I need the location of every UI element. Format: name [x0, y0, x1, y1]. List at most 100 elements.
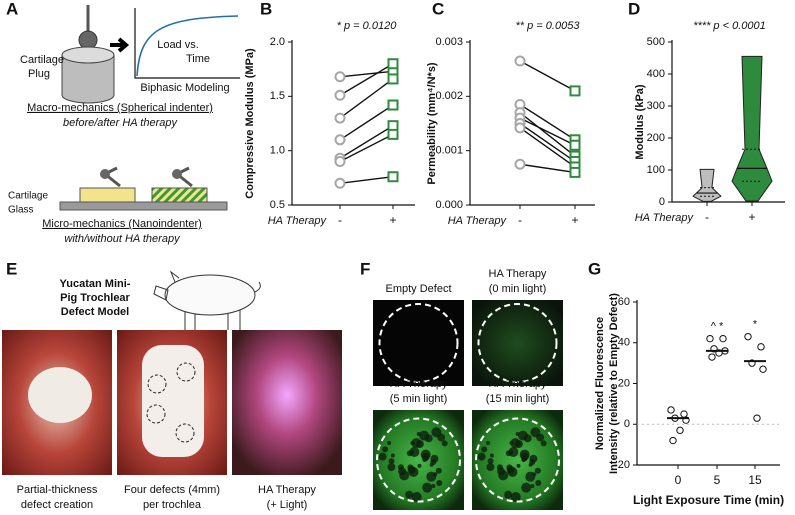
- data-point: [744, 332, 752, 341]
- pair-line: [339, 63, 394, 96]
- y-tick-label: 0.002: [435, 90, 463, 102]
- defect-outline: [376, 417, 461, 503]
- pair-line: [519, 103, 576, 141]
- speckle: [431, 484, 436, 489]
- y-tick-label: 0.001: [435, 145, 463, 157]
- x-tick-label: +: [571, 213, 578, 227]
- panel-label: D: [628, 0, 640, 18]
- data-point: [719, 334, 727, 343]
- model-title: Defect Model: [61, 306, 129, 318]
- model-title: Yucatan Mini-: [60, 278, 131, 290]
- x-tick-label: 15: [748, 473, 762, 487]
- speckle: [489, 453, 494, 458]
- pair-line: [339, 78, 394, 119]
- pig-drawing: [153, 270, 261, 330]
- speckle: [486, 440, 491, 445]
- speckle: [399, 470, 410, 481]
- panel-label: B: [260, 0, 272, 18]
- fluorescence-image: [472, 300, 563, 386]
- data-point: [676, 426, 684, 435]
- speckle: [378, 452, 387, 461]
- significance: *: [753, 319, 758, 331]
- defect-marks: [146, 362, 196, 443]
- panel-f: F Empty Defect HA Therapy (0 min light) HA …: [360, 259, 563, 510]
- nanoindenter-tip: [100, 169, 110, 179]
- panel-label: F: [360, 259, 370, 278]
- y-tick-label: 200: [647, 132, 665, 144]
- speckle: [535, 479, 542, 486]
- plug: [61, 55, 115, 104]
- caption: per trochlea: [143, 499, 202, 511]
- data-point: [667, 406, 675, 414]
- x-tick-label: -: [705, 210, 709, 224]
- speckle: [487, 458, 494, 465]
- speckle: [387, 463, 396, 472]
- plug-label: Plug: [28, 68, 50, 80]
- caption: (+ Light): [267, 499, 308, 511]
- panel-label: G: [588, 259, 601, 278]
- sample-label: Glass: [8, 205, 34, 216]
- y-axis-label: Normalized Fluorescence: [594, 317, 606, 450]
- speckle: [420, 449, 431, 460]
- after-point: [387, 171, 399, 183]
- violin: [692, 168, 722, 202]
- significance: ^ *: [711, 321, 724, 333]
- before-point: [514, 122, 526, 134]
- speckle: [477, 452, 486, 461]
- speckle: [406, 450, 413, 457]
- glass: [59, 201, 228, 211]
- panel-label: C: [432, 0, 444, 18]
- speckle: [430, 454, 439, 463]
- before-point: [334, 71, 346, 83]
- x-tick-label: -: [338, 213, 342, 227]
- after-point: [387, 99, 399, 111]
- y-axis-label: Modulus (kPa): [634, 84, 646, 160]
- x-tick-label: +: [748, 210, 755, 224]
- curve: [136, 15, 239, 77]
- speckle: [411, 438, 422, 449]
- y-tick-label: 300: [647, 100, 665, 112]
- data-point: [669, 436, 677, 445]
- after-point: [569, 85, 581, 97]
- y-tick-label: 0.000: [435, 199, 463, 211]
- after-point: [569, 166, 581, 178]
- defect-outline: [378, 303, 459, 383]
- panel-label: E: [6, 259, 17, 278]
- before-point: [334, 156, 346, 168]
- data-point: [708, 353, 716, 361]
- after-point: [387, 58, 399, 70]
- fluorescence-image: [373, 300, 464, 386]
- before-point: [514, 158, 526, 170]
- speckle: [516, 463, 521, 468]
- panel-label: A: [6, 0, 18, 18]
- micro-note: with/without HA therapy: [64, 233, 181, 245]
- before-point: [514, 55, 526, 67]
- speckle: [540, 440, 547, 447]
- x-tick-label: 5: [714, 473, 721, 487]
- after-point: [387, 128, 399, 140]
- pair-line: [339, 125, 394, 159]
- caption: Partial-thickness: [17, 484, 98, 496]
- cartilage: [79, 187, 136, 203]
- speckle: [435, 467, 442, 474]
- arrow: [110, 37, 130, 53]
- plug-top: [61, 46, 115, 64]
- speckle: [529, 454, 538, 463]
- speckle: [530, 427, 541, 438]
- panel-e: E Yucatan Mini- Pig Trochlear Defect Mod…: [2, 259, 342, 511]
- speckle: [507, 466, 518, 477]
- pair-line: [339, 133, 394, 163]
- pair-line: [519, 122, 576, 163]
- speckle: [481, 446, 488, 453]
- after-point: [387, 73, 399, 85]
- speckle: [422, 482, 433, 493]
- x-axis-label: HA Therapy: [268, 215, 328, 227]
- macro-label: Macro-mechanics (Spherical indenter): [27, 102, 213, 114]
- panel-a: A Cartilage Plug Load vs. Time Biphasic …: [6, 0, 240, 245]
- plug-label: Cartilage: [20, 54, 64, 66]
- model-title: Pig Trochlear: [60, 292, 130, 304]
- x-tick-label: +: [389, 213, 396, 227]
- annotation: ** p = 0.0053: [516, 20, 581, 32]
